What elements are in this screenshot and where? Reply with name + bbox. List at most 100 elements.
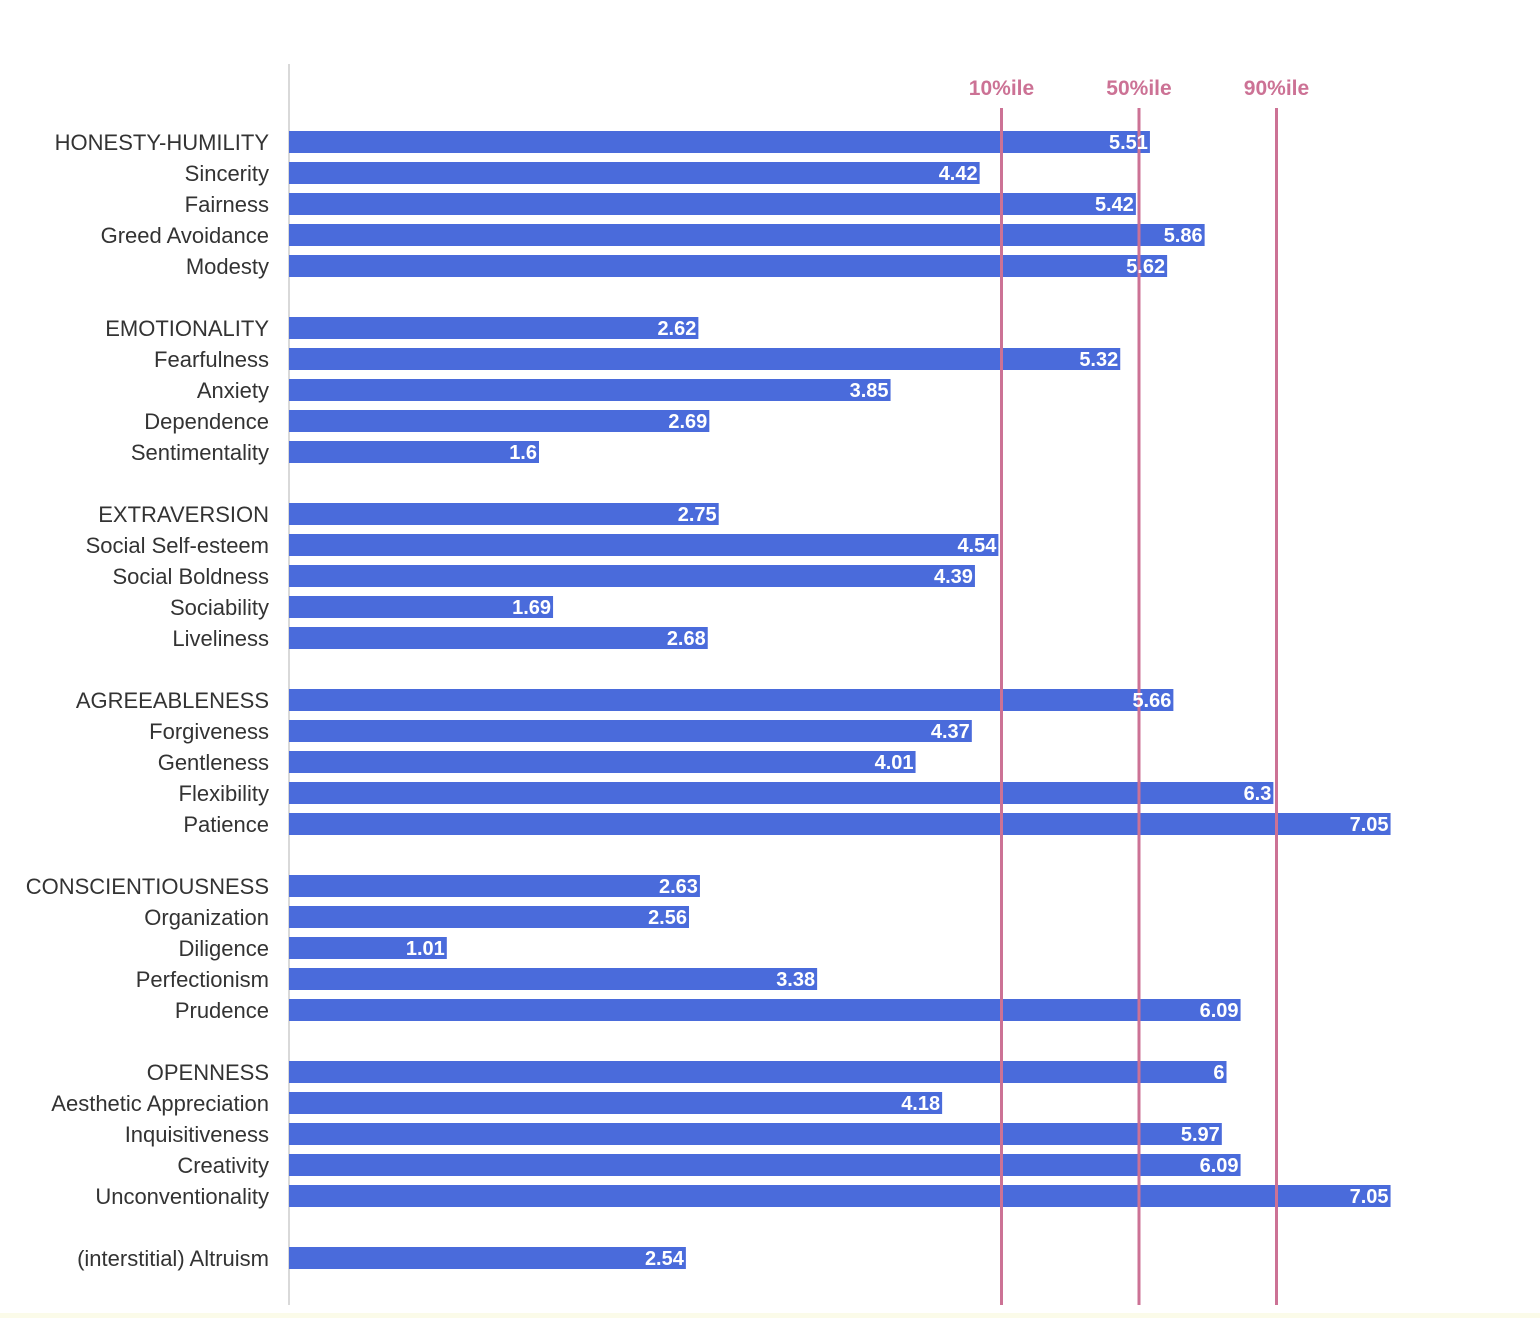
value-label-sincerity: 4.42 xyxy=(939,163,978,185)
bar-flexibility xyxy=(289,782,1274,804)
category-label-gentleness: Gentleness xyxy=(158,750,269,775)
value-label-inquisitiveness: 5.97 xyxy=(1181,1124,1220,1146)
value-label-perfectionism: 3.38 xyxy=(776,969,815,991)
category-label-extraversion: EXTRAVERSION xyxy=(98,502,269,527)
category-label-social-boldness: Social Boldness xyxy=(112,564,269,589)
value-label-social-self-esteem: 4.54 xyxy=(957,535,997,557)
reference-lines-layer: 10%ile 50%ile 90%ile xyxy=(969,77,1309,1305)
value-label-emotionality: 2.62 xyxy=(657,318,696,340)
category-label-agreeableness: AGREEABLENESS xyxy=(76,688,269,713)
bar-forgiveness xyxy=(289,720,972,742)
category-label-openness: OPENNESS xyxy=(147,1060,269,1085)
value-label-prudence: 6.09 xyxy=(1200,1000,1239,1022)
category-label-patience: Patience xyxy=(183,812,269,837)
bar-organization xyxy=(289,906,689,928)
bar-emotionality xyxy=(289,317,699,339)
category-label-aesthetic-appreciation: Aesthetic Appreciation xyxy=(51,1091,269,1116)
category-label-fearfulness: Fearfulness xyxy=(154,347,269,372)
category-label-honesty-humility: HONESTY-HUMILITY xyxy=(55,130,270,155)
value-label-patience: 7.05 xyxy=(1350,814,1389,836)
category-label-greed-avoidance: Greed Avoidance xyxy=(101,223,269,248)
bar-perfectionism xyxy=(289,968,818,990)
value-label-diligence: 1.01 xyxy=(406,938,445,960)
bar-inquisitiveness xyxy=(289,1123,1222,1145)
category-label-organization: Organization xyxy=(144,905,269,930)
category-label-unconventionality: Unconventionality xyxy=(95,1184,269,1209)
bar-sincerity xyxy=(289,162,980,184)
value-label-liveliness: 2.68 xyxy=(667,628,706,650)
bar-gentleness xyxy=(289,751,916,773)
bar-aesthetic-appreciation xyxy=(289,1092,943,1114)
category-label-diligence: Diligence xyxy=(179,936,270,961)
bar-anxiety xyxy=(289,379,891,401)
value-labels-layer: 5.51 4.42 5.42 5.86 5.62 2.62 5.32 3.85 2.69 1.6 2… xyxy=(406,132,1389,1270)
value-label-dependence: 2.69 xyxy=(668,411,707,433)
value-label-conscientiousness: 2.63 xyxy=(659,876,698,898)
bar-diligence xyxy=(289,937,447,959)
bar-sentimentality xyxy=(289,441,539,463)
value-label-openness: 6 xyxy=(1213,1062,1224,1084)
reference-label-50-ile: 50%ile xyxy=(1106,77,1171,100)
reference-label-90-ile: 90%ile xyxy=(1244,77,1309,100)
category-label-social-self-esteem: Social Self-esteem xyxy=(86,533,269,558)
category-label-creativity: Creativity xyxy=(177,1153,269,1178)
category-label-dependence: Dependence xyxy=(144,409,269,434)
bar-greed-avoidance xyxy=(289,224,1205,246)
value-label-forgiveness: 4.37 xyxy=(931,721,970,743)
value-label-flexibility: 6.3 xyxy=(1244,783,1272,805)
category-label-forgiveness: Forgiveness xyxy=(149,719,269,744)
bar-unconventionality xyxy=(289,1185,1391,1207)
bar-interstitial-altruism xyxy=(289,1247,686,1269)
bar-creativity xyxy=(289,1154,1241,1176)
value-label-organization: 2.56 xyxy=(648,907,687,929)
category-label-perfectionism: Perfectionism xyxy=(136,967,269,992)
bar-modesty xyxy=(289,255,1168,277)
value-label-fearfulness: 5.32 xyxy=(1079,349,1118,371)
category-label-inquisitiveness: Inquisitiveness xyxy=(125,1122,269,1147)
value-label-sociability: 1.69 xyxy=(512,597,551,619)
category-label-anxiety: Anxiety xyxy=(197,378,269,403)
category-label-fairness: Fairness xyxy=(185,192,269,217)
value-label-greed-avoidance: 5.86 xyxy=(1164,225,1203,247)
category-label-prudence: Prudence xyxy=(175,998,269,1023)
category-label-modesty: Modesty xyxy=(186,254,269,279)
value-label-honesty-humility: 5.51 xyxy=(1109,132,1148,154)
value-label-gentleness: 4.01 xyxy=(875,752,914,774)
bar-fairness xyxy=(289,193,1136,215)
value-label-modesty: 5.62 xyxy=(1126,256,1165,278)
category-label-conscientiousness: CONSCIENTIOUSNESS xyxy=(26,874,269,899)
category-label-flexibility: Flexibility xyxy=(179,781,269,806)
value-label-anxiety: 3.85 xyxy=(850,380,889,402)
category-label-sentimentality: Sentimentality xyxy=(131,440,269,465)
value-label-fairness: 5.42 xyxy=(1095,194,1134,216)
category-label-sociability: Sociability xyxy=(170,595,269,620)
category-label-sincerity: Sincerity xyxy=(185,161,269,186)
value-label-social-boldness: 4.39 xyxy=(934,566,973,588)
value-label-creativity: 6.09 xyxy=(1200,1155,1239,1177)
bar-fearfulness xyxy=(289,348,1121,370)
category-label-interstitial-altruism: (interstitial) Altruism xyxy=(77,1246,269,1271)
value-label-extraversion: 2.75 xyxy=(678,504,717,526)
value-label-aesthetic-appreciation: 4.18 xyxy=(901,1093,940,1115)
value-label-interstitial-altruism: 2.54 xyxy=(645,1248,685,1270)
category-label-liveliness: Liveliness xyxy=(172,626,269,651)
bar-sociability xyxy=(289,596,554,618)
value-label-unconventionality: 7.05 xyxy=(1350,1186,1389,1208)
value-label-agreeableness: 5.66 xyxy=(1132,690,1171,712)
bar-prudence xyxy=(289,999,1241,1021)
value-label-sentimentality: 1.6 xyxy=(509,442,537,464)
bar-patience xyxy=(289,813,1391,835)
bar-social-self-esteem xyxy=(289,534,999,556)
bar-openness xyxy=(289,1061,1227,1083)
reference-label-10-ile: 10%ile xyxy=(969,77,1034,100)
category-labels-layer: HONESTY-HUMILITY Sincerity Fairness Greed A… xyxy=(26,130,270,1271)
bar-agreeableness xyxy=(289,689,1174,711)
bars-layer xyxy=(289,131,1391,1269)
bottom-strip xyxy=(0,1313,1540,1318)
bar-honesty-humility xyxy=(289,131,1150,153)
bar-dependence xyxy=(289,410,710,432)
bar-conscientiousness xyxy=(289,875,700,897)
bar-liveliness xyxy=(289,627,708,649)
bar-social-boldness xyxy=(289,565,975,587)
